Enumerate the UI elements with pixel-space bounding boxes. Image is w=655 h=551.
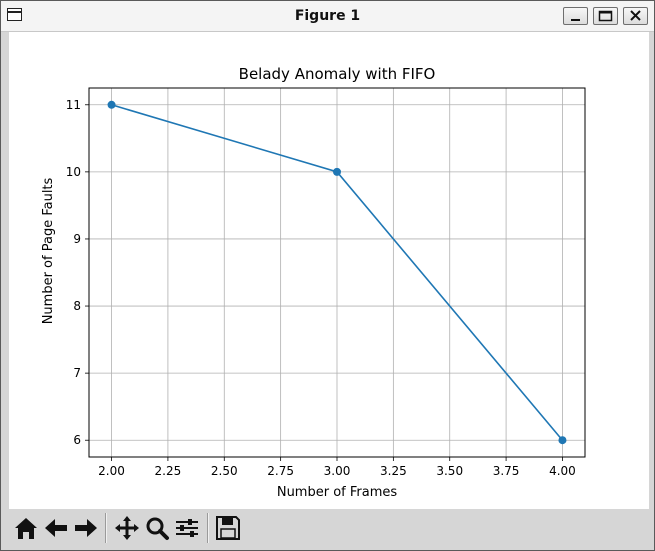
x-tick-label: 3.00 [324,464,351,478]
x-tick-label: 4.00 [549,464,576,478]
title-bar[interactable]: Figure 1 [1,1,654,32]
data-point [107,100,116,109]
x-tick-label: 2.75 [267,464,294,478]
axes-frame [88,87,586,458]
grid-lines [89,88,585,457]
toolbar-separator [207,513,209,543]
x-tick-label: 3.50 [436,464,463,478]
figure-canvas[interactable]: 2.00 2.25 2.50 2.75 3.00 3.25 3.50 3.75 4.00 6 7 8 9… [9,32,649,509]
back-button[interactable] [42,514,70,542]
save-button[interactable] [214,514,242,542]
zoom-icon [146,517,169,540]
close-button[interactable] [623,7,648,25]
maximize-icon [598,10,613,22]
y-tick-label: 7 [73,366,81,380]
data-point [558,436,567,445]
y-tick-label: 8 [73,299,81,313]
y-tick-label: 9 [73,232,81,246]
window-title: Figure 1 [294,8,361,24]
back-arrow-icon [45,519,67,537]
forward-button[interactable] [72,514,100,542]
axis-ticks: 2.00 2.25 2.50 2.75 3.00 3.25 3.50 3.75 4.00 6 7 8 9… [66,98,576,478]
save-icon [216,516,240,540]
x-axis-label: Number of Frames [277,485,398,500]
x-tick-label: 2.25 [155,464,182,478]
home-button[interactable] [12,514,40,542]
y-tick-label: 6 [73,433,81,447]
toolbar-separator [105,513,107,543]
navigation-toolbar [9,511,649,546]
forward-arrow-icon [75,519,97,537]
chart-title: Belady Anomaly with FIFO [239,65,436,83]
minimize-button[interactable] [563,7,588,25]
y-tick-label: 11 [66,98,81,112]
window-icon [7,8,22,21]
line-chart: 2.00 2.25 2.50 2.75 3.00 3.25 3.50 3.75 4.00 6 7 8 9… [41,65,586,500]
configure-subplots-icon [176,519,198,537]
pan-button[interactable] [113,514,141,542]
minimize-icon [571,19,580,21]
x-tick-label: 3.25 [380,464,407,478]
x-tick-label: 3.75 [493,464,520,478]
configure-subplots-button[interactable] [173,514,201,542]
x-tick-label: 2.50 [211,464,238,478]
home-icon [15,518,37,539]
pan-icon [115,516,139,540]
maximize-button[interactable] [593,7,618,25]
zoom-button[interactable] [143,514,171,542]
close-icon [630,10,641,21]
y-axis-label: Number of Page Faults [41,177,56,324]
y-tick-label: 10 [66,165,81,179]
data-point [333,167,341,176]
series-group [107,100,567,445]
x-tick-label: 2.00 [98,464,125,478]
